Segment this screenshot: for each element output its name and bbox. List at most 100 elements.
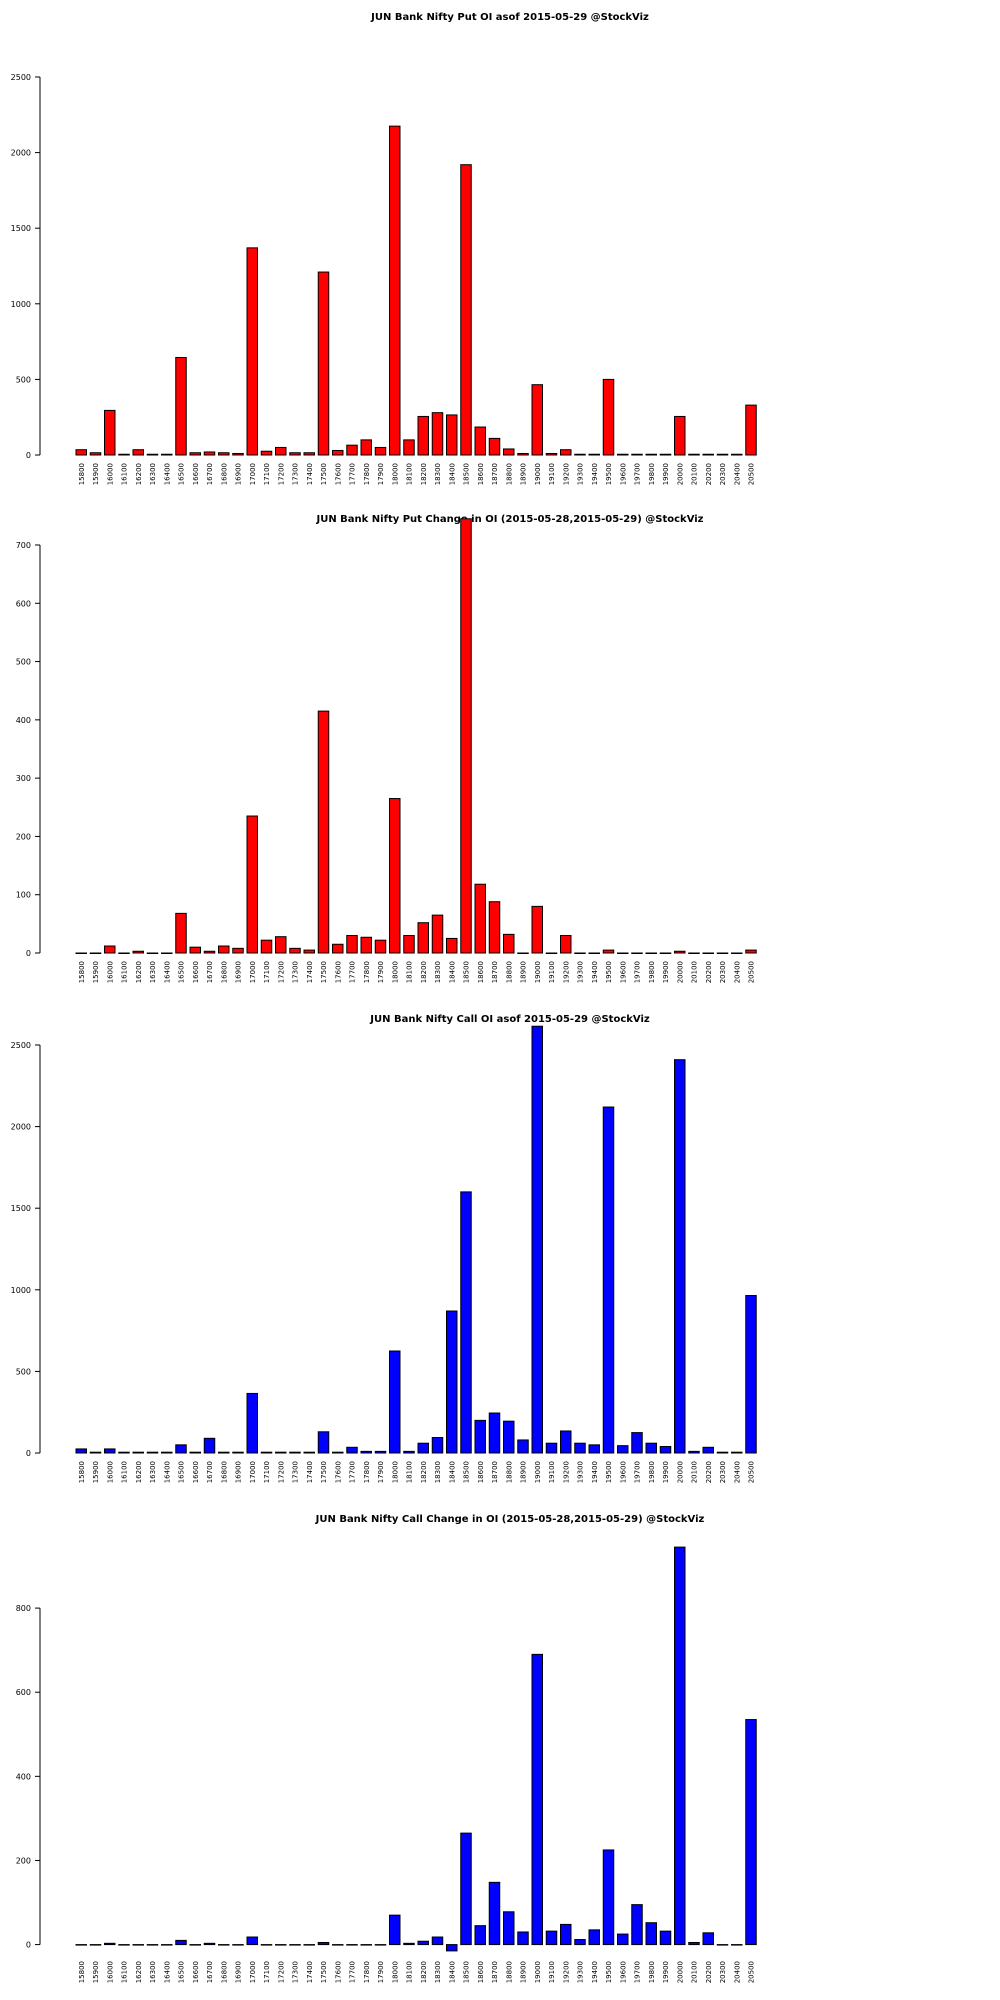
x-tick-label: 17700 [349, 961, 357, 983]
bar [346, 444, 358, 456]
bar [389, 1914, 401, 1946]
bar [545, 952, 558, 954]
bar [688, 453, 700, 456]
bar [602, 378, 615, 456]
x-tick-label: 18500 [463, 463, 471, 485]
x-tick-label: 16500 [178, 1461, 186, 1483]
y-tick-label: 2000 [11, 149, 31, 158]
x-tick-label: 18200 [420, 1961, 428, 1983]
y-tick-label: 600 [16, 1688, 31, 1697]
x-tick-label: 19800 [648, 1961, 656, 1983]
bar [218, 1451, 230, 1454]
x-tick-label: 19400 [591, 463, 599, 485]
bar [460, 1191, 472, 1454]
x-tick-label: 17800 [363, 1961, 371, 1983]
x-tick-label: 18800 [505, 1461, 513, 1483]
bar [303, 1944, 315, 1946]
chart-4: JUN Bank Nifty Call Change in OI (2015-0… [16, 1514, 757, 1983]
bar [617, 1933, 629, 1946]
x-tick-label: 16000 [106, 1961, 114, 1983]
x-tick-label: 18200 [420, 961, 428, 983]
x-tick-label: 17200 [277, 1961, 285, 1983]
bar [289, 947, 301, 954]
bar [132, 1451, 144, 1454]
bar [417, 1940, 429, 1946]
x-tick-label: 17200 [277, 1461, 285, 1483]
bar [731, 952, 743, 954]
bar [289, 1451, 301, 1454]
x-tick-label: 18600 [477, 1461, 485, 1483]
x-tick-label: 16700 [206, 1961, 214, 1983]
bar [588, 1444, 600, 1454]
bar [89, 452, 102, 456]
x-tick-label: 20100 [691, 1961, 699, 1983]
bar [503, 448, 515, 456]
x-tick-label: 18800 [505, 961, 513, 983]
x-tick-label: 17600 [334, 1961, 342, 1983]
x-tick-label: 18800 [505, 1961, 513, 1983]
x-tick-label: 16300 [149, 463, 157, 485]
bar [246, 1392, 258, 1454]
bar [503, 1420, 515, 1454]
bar [232, 1944, 244, 1946]
bar [75, 1944, 87, 1946]
bar [203, 950, 216, 954]
x-tick-label: 16200 [135, 1461, 143, 1483]
y-tick-label: 300 [16, 774, 31, 783]
x-tick-label: 17700 [349, 1461, 357, 1483]
x-tick-label: 18600 [477, 463, 485, 485]
x-tick-label: 16600 [192, 1961, 200, 1983]
bar [517, 1931, 529, 1946]
x-tick-label: 20500 [748, 1461, 756, 1483]
bar [246, 1936, 258, 1946]
x-tick-label: 19800 [648, 961, 656, 983]
y-tick-label: 500 [16, 375, 31, 384]
bar [146, 453, 159, 456]
bar [702, 1446, 714, 1454]
x-tick-label: 18300 [434, 1461, 442, 1483]
x-tick-label: 20500 [748, 1961, 756, 1983]
x-tick-label: 17200 [277, 961, 285, 983]
x-tick-label: 19000 [534, 1961, 542, 1983]
bar [218, 945, 230, 954]
bar [460, 518, 472, 954]
x-tick-label: 19600 [619, 1461, 627, 1483]
x-tick-label: 19300 [577, 463, 585, 485]
bar [488, 437, 501, 456]
x-tick-label: 16300 [149, 961, 157, 983]
bar [89, 1451, 102, 1454]
x-tick-label: 18000 [391, 961, 399, 983]
x-tick-label: 18900 [520, 1461, 528, 1483]
bar [503, 1911, 515, 1946]
bar [303, 452, 315, 456]
bar [175, 356, 187, 456]
bar [731, 1451, 743, 1454]
bar [232, 947, 244, 954]
bar [175, 1444, 187, 1454]
bar [545, 452, 558, 456]
bar [332, 449, 344, 456]
bar [118, 453, 130, 456]
x-tick-label: 16200 [135, 463, 143, 485]
bar [474, 883, 486, 954]
bar [645, 952, 657, 954]
bar [431, 412, 444, 456]
x-tick-label: 18100 [406, 961, 414, 983]
bar [674, 1546, 686, 1946]
bar [104, 1942, 116, 1946]
bar [631, 1904, 643, 1946]
x-tick-label: 18800 [505, 463, 513, 485]
chart-3: JUN Bank Nifty Call OI asof 2015-05-29 @… [11, 1014, 757, 1483]
x-tick-label: 17000 [249, 463, 257, 485]
x-tick-label: 20200 [705, 463, 713, 485]
bar [289, 1944, 301, 1946]
bar [488, 1881, 501, 1946]
bar [132, 950, 144, 954]
x-tick-label: 19100 [548, 961, 556, 983]
x-tick-label: 19900 [662, 1461, 670, 1483]
bar [317, 271, 330, 456]
bar [617, 453, 629, 456]
bar [374, 939, 387, 954]
chart-title: JUN Bank Nifty Call Change in OI (2015-0… [315, 1514, 705, 1525]
x-tick-label: 16500 [178, 961, 186, 983]
